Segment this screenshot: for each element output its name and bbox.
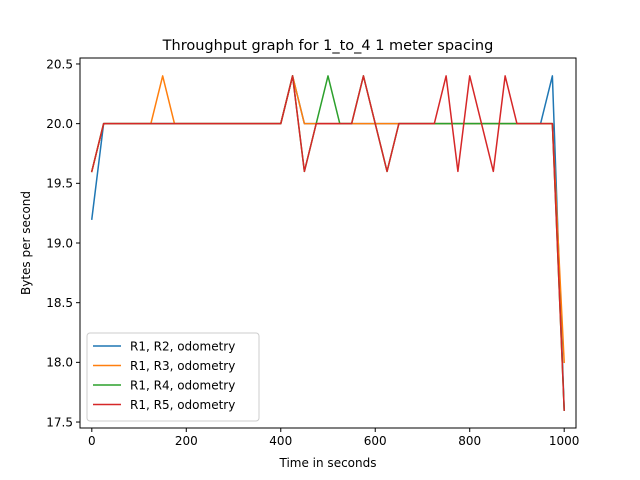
x-axis-ticks: 0 200 400 600 800 1000 <box>88 428 579 448</box>
legend-label-1: R1, R2, odometry <box>130 339 235 353</box>
y-tick-label: 18.0 <box>46 356 73 370</box>
y-axis-title: Bytes per second <box>19 191 33 295</box>
y-tick-label: 17.5 <box>46 415 73 429</box>
y-tick-label: 19.0 <box>46 236 73 250</box>
series-line-4 <box>90 75 565 411</box>
legend-label-2: R1, R3, odometry <box>130 359 235 373</box>
y-tick-label: 20.5 <box>46 57 73 71</box>
series-layer <box>90 75 565 411</box>
chart-title: Throughput graph for 1_to_4 1 meter spac… <box>162 38 494 54</box>
y-tick-label: 19.5 <box>46 177 73 191</box>
x-tick-label: 400 <box>269 434 292 448</box>
y-tick-label: 18.5 <box>46 296 73 310</box>
x-axis-title: Time in seconds <box>279 456 377 470</box>
series-line-2 <box>90 75 565 364</box>
y-tick-label: 20.0 <box>46 117 73 131</box>
legend: R1, R2, odometry R1, R3, odometry R1, R4, … <box>86 332 260 422</box>
legend-label-3: R1, R4, odometry <box>130 378 235 392</box>
x-tick-label: 600 <box>364 434 387 448</box>
x-tick-label: 800 <box>458 434 481 448</box>
x-tick-label: 1000 <box>549 434 580 448</box>
x-tick-label: 200 <box>175 434 198 448</box>
x-tick-label: 0 <box>88 434 96 448</box>
y-axis-ticks: 17.5 18.0 18.5 19.0 19.5 20.0 20.5 <box>46 57 80 429</box>
legend-label-4: R1, R5, odometry <box>130 398 235 412</box>
legend-box <box>86 332 260 422</box>
